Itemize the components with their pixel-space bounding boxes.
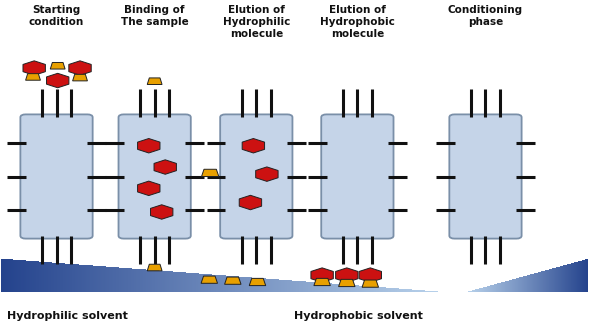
Polygon shape [47,73,69,88]
Polygon shape [239,195,262,210]
Polygon shape [72,74,87,81]
Polygon shape [201,276,217,283]
Polygon shape [339,280,355,286]
Polygon shape [23,61,45,75]
Polygon shape [256,167,278,182]
FancyBboxPatch shape [321,115,393,239]
Text: Conditioning
phase: Conditioning phase [448,5,523,27]
Polygon shape [151,205,173,219]
Polygon shape [147,78,162,84]
Polygon shape [336,268,358,282]
FancyBboxPatch shape [220,115,293,239]
Polygon shape [311,268,333,282]
Polygon shape [154,160,177,174]
Polygon shape [138,139,160,153]
FancyBboxPatch shape [118,115,191,239]
Polygon shape [25,74,41,80]
Polygon shape [201,169,219,177]
Polygon shape [138,181,160,196]
Polygon shape [314,279,330,285]
Polygon shape [224,277,241,284]
Polygon shape [249,279,266,285]
FancyBboxPatch shape [21,115,92,239]
Text: Starting
condition: Starting condition [29,5,84,27]
Text: Binding of
The sample: Binding of The sample [121,5,188,27]
Polygon shape [147,264,162,271]
Polygon shape [359,268,382,282]
Polygon shape [50,62,65,69]
Text: Hydrophilic solvent: Hydrophilic solvent [6,311,127,321]
Text: Hydrophobic solvent: Hydrophobic solvent [294,311,423,321]
Polygon shape [242,139,264,153]
Polygon shape [362,280,379,287]
Text: Elution of
Hydrophilic
molecule: Elution of Hydrophilic molecule [223,5,290,39]
Text: Elution of
Hydrophobic
molecule: Elution of Hydrophobic molecule [320,5,395,39]
FancyBboxPatch shape [449,115,522,239]
Polygon shape [69,61,91,75]
